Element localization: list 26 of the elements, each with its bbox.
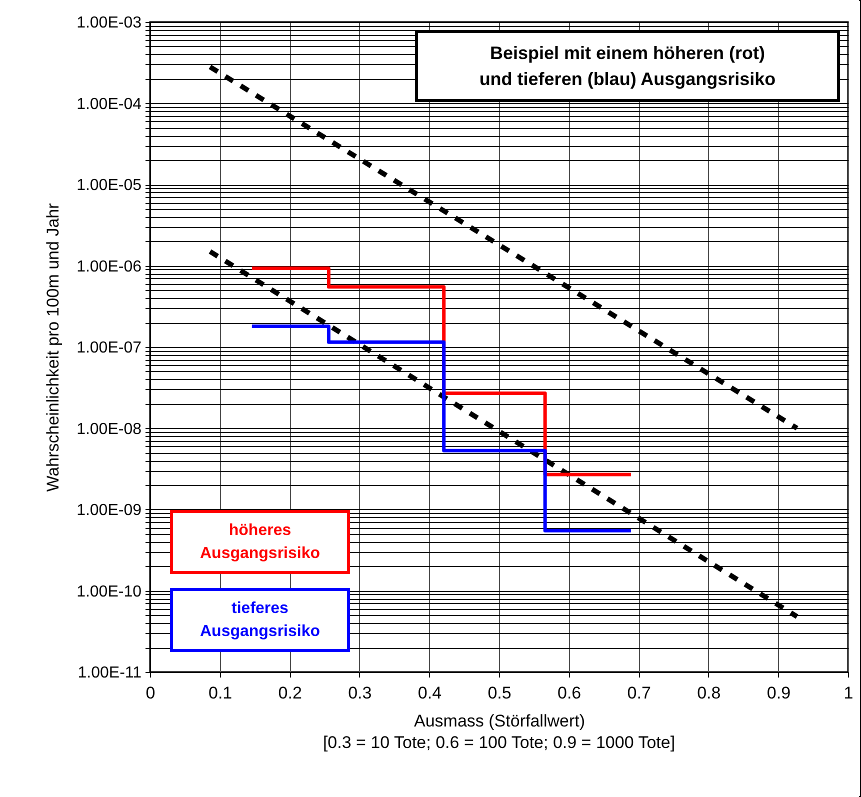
legend-box: tieferes Ausgangsrisiko [170,588,350,652]
x-tick-label: 0.1 [208,684,232,702]
x-tick-label: 0.6 [557,684,582,702]
x-tick-label: 1 [844,684,854,702]
x-tick-label: 0.8 [697,684,721,702]
x-tick-label: 0.2 [278,684,302,702]
y-tick-label: 1.00E-09 [76,502,142,519]
x-tick-label: 0.3 [348,684,372,702]
x-tick-label: 0.4 [418,684,442,702]
y-tick-label: 1.00E-03 [76,14,142,32]
x-tick-label: 0.9 [766,684,791,702]
y-tick-label: 1.00E-07 [76,340,142,356]
y-axis-title: Wahrscheinlichkeit pro 100m und Jahr [44,202,63,492]
x-tick-label: 0.7 [627,684,651,702]
x-axis-title: Ausmass (Störfallwert) [414,712,585,730]
heading-box: Beispiel mit einem höheren (rot) und tieferen (blau) Ausgangsrisiko [415,30,840,102]
y-tick-label: 1.00E-04 [76,96,142,113]
y-tick-label: 1.00E-11 [78,664,142,682]
y-tick-label: 1.00E-05 [76,177,142,194]
y-tick-label: 1.00E-06 [76,258,142,276]
x-tick-label: 0.5 [488,684,512,702]
y-tick-label: 1.00E-10 [76,583,142,600]
text: [0.3 = 10 Tote; 0.6 = 100 Tote; 0.9 = 1000 Tote] [322,733,676,752]
x-tick-label: 0 [146,684,156,702]
legend-box: höheres Ausgangsrisiko [170,510,350,574]
y-tick-label: 1.00E-08 [76,420,142,438]
